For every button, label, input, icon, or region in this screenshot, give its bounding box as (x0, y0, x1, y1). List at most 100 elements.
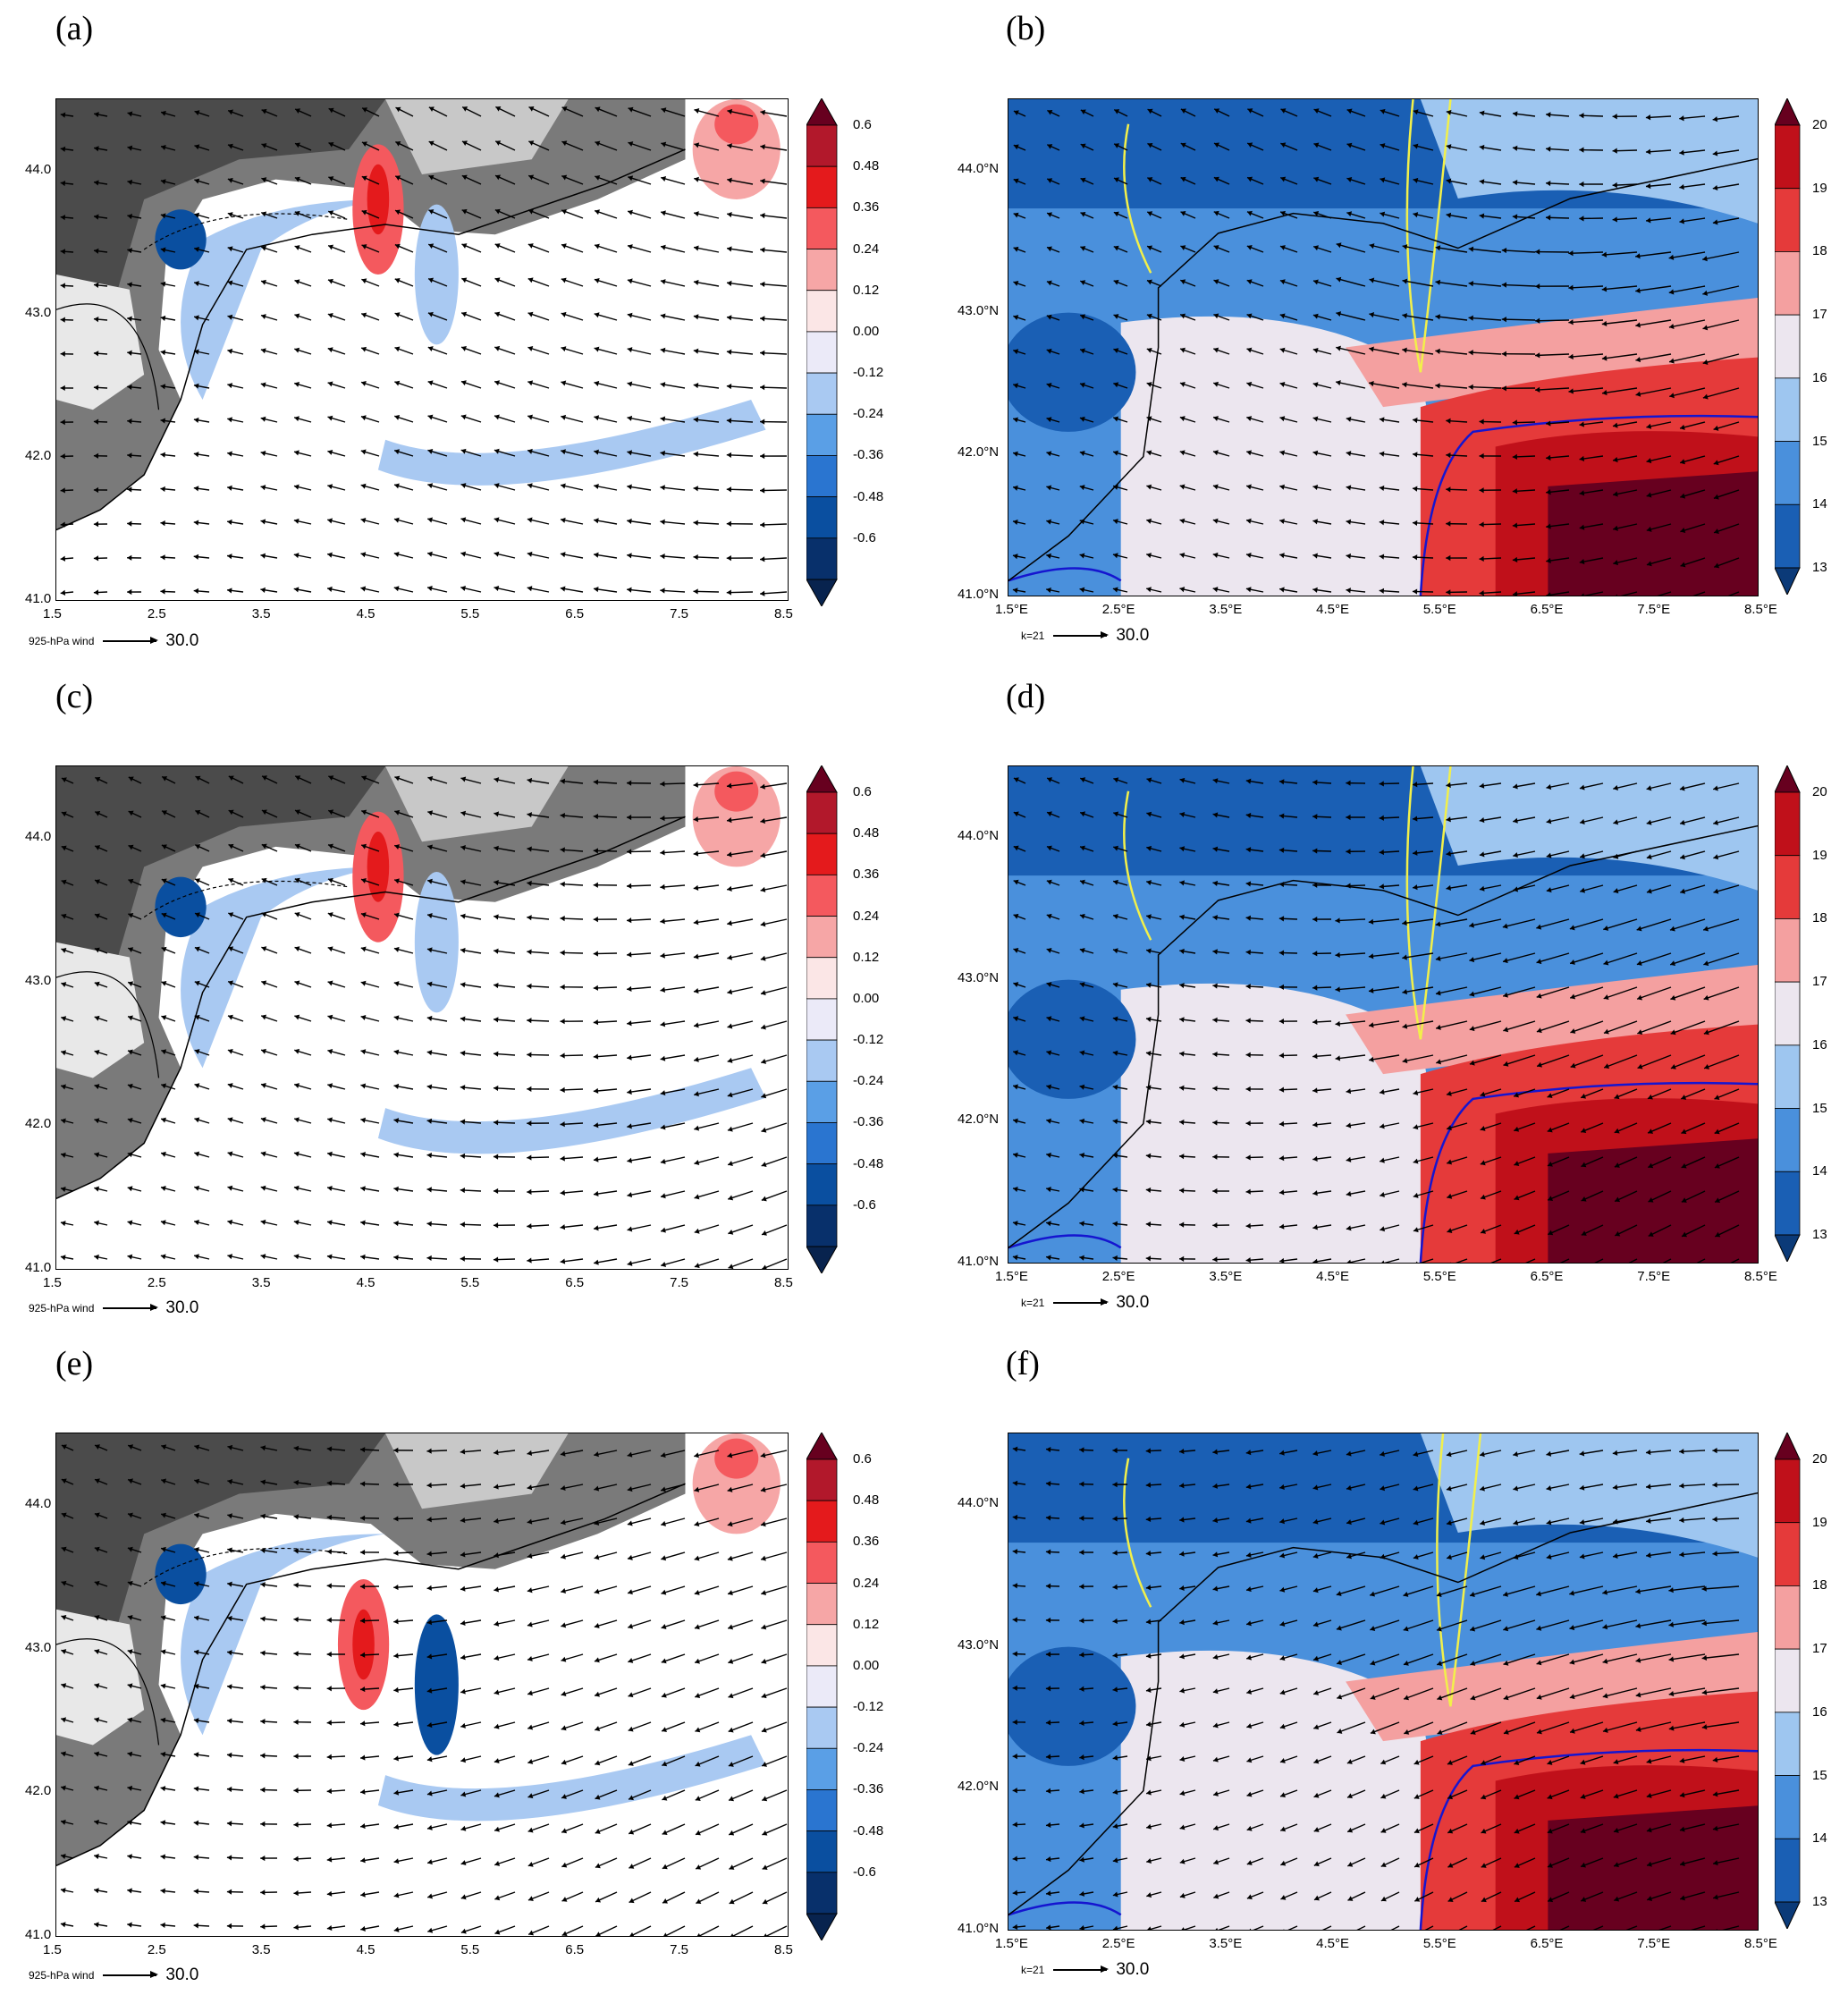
x-tick-label: 6.5 (565, 1275, 585, 1290)
wind-arrowhead (293, 1151, 300, 1157)
y-tick-label: 41.0 (25, 1927, 52, 1942)
wind-arrowhead (561, 1725, 567, 1731)
x-tick-label: 4.5°E (1316, 1269, 1349, 1284)
wind-arrow (1146, 1925, 1162, 1930)
wind-arrowhead (395, 209, 401, 216)
wind-arrowhead (127, 1254, 133, 1260)
wind-arrowhead (326, 1754, 332, 1760)
wind-arrowhead (1113, 416, 1119, 422)
wind-arrowhead (494, 1826, 500, 1832)
wind-arrow (1570, 1020, 1604, 1034)
wind-arrowhead (693, 919, 699, 926)
wind-arrowhead (1379, 417, 1385, 423)
panel-label-b: (b) (1006, 10, 1046, 47)
x-tick-label: 1.5°E (995, 1269, 1028, 1284)
wind-arrowhead (95, 1444, 101, 1450)
wind-arrowhead (1079, 1447, 1084, 1453)
wind-arrowhead (360, 586, 367, 592)
wind-arrowhead (1402, 1023, 1408, 1029)
wind-arrowhead (1179, 1051, 1185, 1057)
x-tick-label: 3.5 (251, 1942, 271, 1957)
wind-arrowhead (393, 1516, 399, 1522)
wind-arrowhead (1668, 323, 1675, 330)
wind-arrowhead (1645, 182, 1651, 190)
wind-arrowhead (1712, 150, 1718, 156)
wind-arrowhead (1646, 854, 1652, 860)
wind-arrowhead (161, 1151, 166, 1157)
wind-arrowhead (1480, 1091, 1486, 1097)
wind-arrowhead (761, 1024, 766, 1030)
wind-arrowhead (61, 1546, 67, 1552)
wind-arrowhead (660, 816, 665, 822)
wind-arrowhead (1679, 1757, 1685, 1763)
wind-arrowhead (594, 380, 600, 386)
colorbar-bottom-arrow (806, 579, 838, 608)
wind-arrowhead (1546, 784, 1552, 790)
wind-arrowhead (361, 278, 367, 284)
wind-arrowhead (693, 884, 699, 891)
wind-arrowhead (128, 1478, 133, 1484)
wind-arrowhead (627, 951, 632, 958)
wind-arrowhead (93, 385, 99, 391)
x-tick-label: 2.5°E (1101, 602, 1135, 617)
wind-arrowhead (1179, 381, 1186, 387)
wind-arrowhead (360, 1049, 367, 1055)
wind-arrowhead (726, 486, 732, 493)
wind-arrowhead (1179, 518, 1186, 524)
wind-arrowhead (295, 809, 301, 816)
reference-arrow (103, 1305, 159, 1311)
wind-arrowhead (194, 315, 199, 321)
x-tick-label: 6.5 (565, 1942, 585, 1957)
wind-arrowhead (293, 1582, 299, 1588)
wind-arrowhead (1670, 994, 1676, 1001)
yellow-contour (1405, 766, 1452, 1040)
wind-arrow (1658, 1925, 1672, 1930)
y-tick-label: 43.0°N (958, 1636, 1000, 1653)
wind-arrowhead (594, 277, 600, 283)
x-tick-label: 5.5 (460, 1942, 480, 1957)
wind-arrowhead (1278, 1052, 1285, 1059)
wind-arrowhead (1446, 884, 1452, 892)
wind-arrowhead (1212, 1222, 1218, 1229)
reference-vector-value: 30.0 (1116, 626, 1150, 645)
wind-arrowhead (327, 912, 333, 917)
wind-arrowhead (1645, 1449, 1651, 1456)
wind-arrowhead (293, 1514, 300, 1520)
wind-arrowhead (1012, 1923, 1018, 1930)
wind-arrowhead (1613, 1552, 1618, 1559)
wind-arrowhead (1446, 589, 1451, 596)
wind-arrowhead (1680, 888, 1686, 894)
wind-arrowhead (127, 179, 133, 185)
wind-arrowhead (61, 1084, 66, 1090)
wind-arrowhead (662, 1830, 668, 1835)
wind-arrow (1501, 318, 1536, 321)
wind-arrowhead (1480, 1485, 1485, 1492)
wind-arrowhead (1045, 1583, 1051, 1589)
wind-arrowhead (1145, 1153, 1152, 1159)
wind-arrowhead (1335, 951, 1340, 959)
wind-arrowhead (662, 1761, 668, 1767)
colorbar-label: 15 (1812, 1100, 1827, 1116)
wind-arrowhead (1179, 1892, 1186, 1898)
reference-vector-value: 30.0 (165, 631, 199, 650)
wind-arrowhead (729, 1796, 734, 1802)
wind-arrowhead (1713, 854, 1719, 860)
wind-arrowhead (627, 312, 633, 318)
wind-arrow (1469, 918, 1502, 927)
wind-arrowhead (95, 845, 101, 850)
wind-arrowhead (359, 1447, 366, 1453)
reference-vector-label: 925-hPa wind (29, 635, 95, 647)
wind-arrowhead (1602, 1693, 1608, 1699)
wind-arrowhead (1046, 913, 1052, 919)
wind-arrowhead (528, 140, 535, 146)
wind-arrowhead (1368, 918, 1374, 925)
wind-arrowhead (160, 315, 166, 322)
wind-arrowhead (262, 775, 267, 781)
wind-arrowhead (1279, 1586, 1286, 1593)
wind-arrowhead (727, 177, 732, 183)
wind-arrowhead (93, 452, 99, 459)
wind-arrowhead (1180, 279, 1186, 285)
wind-arrowhead (626, 814, 632, 821)
wind-arrowhead (1680, 424, 1685, 430)
wind-arrowhead (393, 1755, 399, 1762)
